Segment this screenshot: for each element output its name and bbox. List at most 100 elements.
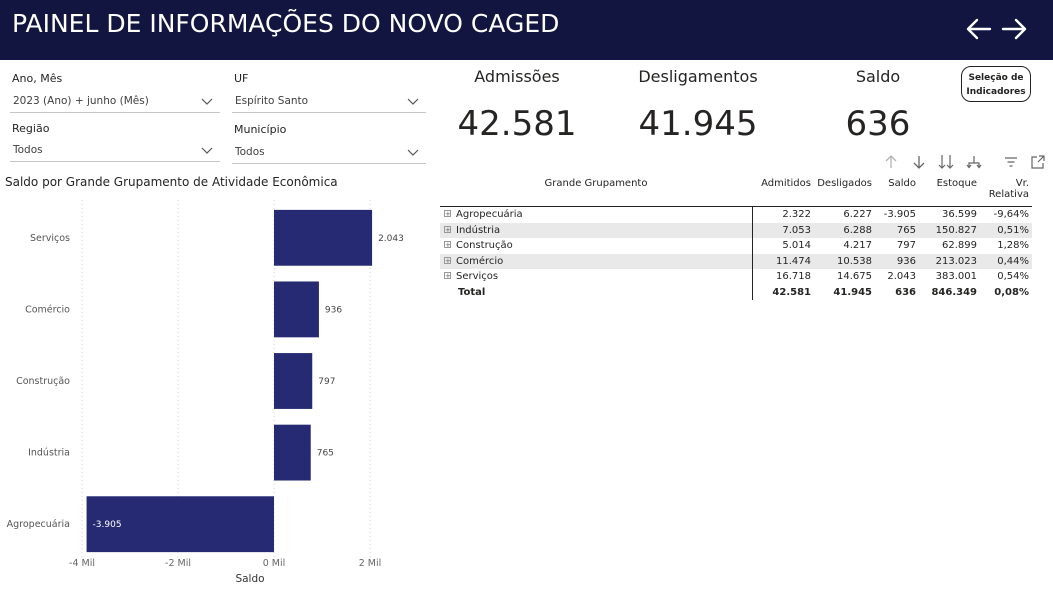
bar [274,209,373,266]
col-header-vr-relativa[interactable]: Vr. Relativa [980,174,1032,207]
table-row[interactable]: + Construção 5.014 4.217 797 62.899 1,28% [440,238,1032,254]
category-label: Indústria [28,448,70,459]
table-row[interactable]: + Agropecuária 2.322 6.227 -3.905 36.599 … [440,206,1032,223]
chevron-down-icon [201,147,213,154]
expand-icon[interactable]: + [444,210,451,219]
arrow-left-icon[interactable] [964,14,994,44]
kpi-saldo-value: 636 [845,104,911,144]
expand-all-icon[interactable] [938,154,954,170]
expand-icon[interactable]: + [444,225,451,234]
col-header-estoque[interactable]: Estoque [919,174,980,207]
category-label: Agropecuária [7,519,70,530]
x-tick-label: 0 Mil [263,558,286,569]
ano-mes-value: 2023 (Ano) + junho (Mês) [13,95,149,107]
col-header-saldo[interactable]: Saldo [875,174,919,207]
municipio-value: Todos [235,146,265,158]
row-name: Agropecuária [456,209,523,221]
focus-mode-icon[interactable] [1030,154,1046,170]
uf-dropdown[interactable]: Espírito Santo [232,90,426,113]
cell-admitidos: 11.474 [751,253,814,269]
row-name: Indústria [456,224,501,236]
total-label: Total [458,286,486,298]
hierarchy-icon[interactable] [966,154,982,170]
filter-label-regiao: Região [12,122,50,135]
expand-icon[interactable]: + [444,241,451,250]
chevron-down-icon [407,98,419,105]
kpi-desligamentos-value: 41.945 [638,104,758,144]
x-tick-label: 2 Mil [359,558,382,569]
kpi-admissoes-label: Admissões [474,67,560,86]
regiao-dropdown[interactable]: Todos [10,139,220,162]
page-title: PAINEL DE INFORMAÇÕES DO NOVO CAGED [12,9,560,38]
chart-title: Saldo por Grande Grupamento de Atividade… [5,175,338,189]
cell-desligados: 14.675 [837,271,872,283]
expand-icon[interactable]: + [444,272,451,281]
cell-vr-relativa: 0,54% [997,271,1029,283]
kpi-saldo-label: Saldo [855,67,901,86]
row-name: Serviços [456,271,499,283]
cell-vr-relativa: -9,64% [993,209,1029,221]
kpi-desligamentos-label: Desligamentos [638,67,758,86]
selecao-indicadores-button[interactable]: Seleção de Indicadores [961,66,1031,102]
cell-saldo: 936 [875,253,919,269]
cell-desligados: 4.217 [843,240,872,252]
row-name: Comércio [456,255,504,267]
total-vr-relativa: 0,08% [994,286,1029,298]
total-saldo: 636 [895,286,916,298]
total-admitidos: 42.581 [751,284,814,300]
drill-down-icon[interactable] [911,154,927,170]
bar [86,496,274,553]
ano-mes-dropdown[interactable]: 2023 (Ano) + junho (Mês) [10,90,220,113]
category-label: Comércio [25,304,70,315]
bar [274,281,319,338]
cell-saldo: 797 [896,240,916,252]
cell-admitidos: 5.014 [751,238,814,254]
cell-estoque: 383.001 [935,271,977,283]
header-bar: PAINEL DE INFORMAÇÕES DO NOVO CAGED [0,0,1053,60]
filter-label-municipio: Município [234,123,287,136]
col-header-desligados[interactable]: Desligados [814,174,875,207]
x-tick-label: -2 Mil [165,558,191,569]
municipio-dropdown[interactable]: Todos [232,141,426,164]
uf-value: Espírito Santo [235,95,309,107]
matrix-header-row: Grande Grupamento Admitidos Desligados S… [440,174,1032,207]
table-row[interactable]: + Serviços 16.718 14.675 2.043 383.001 0,… [440,269,1032,285]
arrow-right-icon[interactable] [999,14,1029,44]
cell-saldo: 2.043 [887,271,916,283]
bar [274,353,313,409]
cell-estoque: 36.599 [942,209,977,221]
cell-vr-relativa: 0,44% [980,253,1032,269]
grupamento-matrix: Grande Grupamento Admitidos Desligados S… [440,174,1032,300]
cell-desligados: 6.288 [814,222,875,238]
col-header-grupamento[interactable]: Grande Grupamento [440,174,752,207]
selecao-line2: Indicadores [966,87,1026,97]
total-estoque: 846.349 [931,286,977,298]
filter-label-ano-mes: Ano, Mês [12,72,63,85]
data-label: 797 [318,377,335,387]
cell-estoque: 213.023 [919,253,980,269]
cell-estoque: 150.827 [919,222,980,238]
total-desligados: 41.945 [833,286,872,298]
kpi-admissoes-value: 42.581 [457,104,577,144]
saldo-bar-chart: -4 Mil -2 Mil 0 Mil 2 Mil Saldo Serviços 2.043… [7,200,404,585]
filter-label-uf: UF [234,72,249,85]
bar [274,424,311,481]
data-label: 936 [325,305,342,315]
cell-vr-relativa: 0,51% [980,222,1032,238]
selecao-line1: Seleção de [968,73,1024,83]
row-name: Construção [456,240,513,252]
chevron-down-icon [407,149,419,156]
category-label: Construção [16,376,70,387]
cell-vr-relativa: 1,28% [997,240,1029,252]
expand-icon[interactable]: + [444,256,451,265]
drill-up-icon[interactable] [883,154,899,170]
col-header-admitidos[interactable]: Admitidos [752,174,814,207]
cell-desligados: 10.538 [814,253,875,269]
table-row[interactable]: + Comércio 11.474 10.538 936 213.023 0,44… [440,253,1032,269]
table-row[interactable]: + Indústria 7.053 6.288 765 150.827 0,51% [440,222,1032,238]
x-axis-title: Saldo [235,573,264,585]
cell-saldo: -3.905 [883,209,916,221]
filter-icon[interactable] [1003,154,1019,170]
cell-desligados: 6.227 [843,209,872,221]
cell-admitidos: 7.053 [751,222,814,238]
